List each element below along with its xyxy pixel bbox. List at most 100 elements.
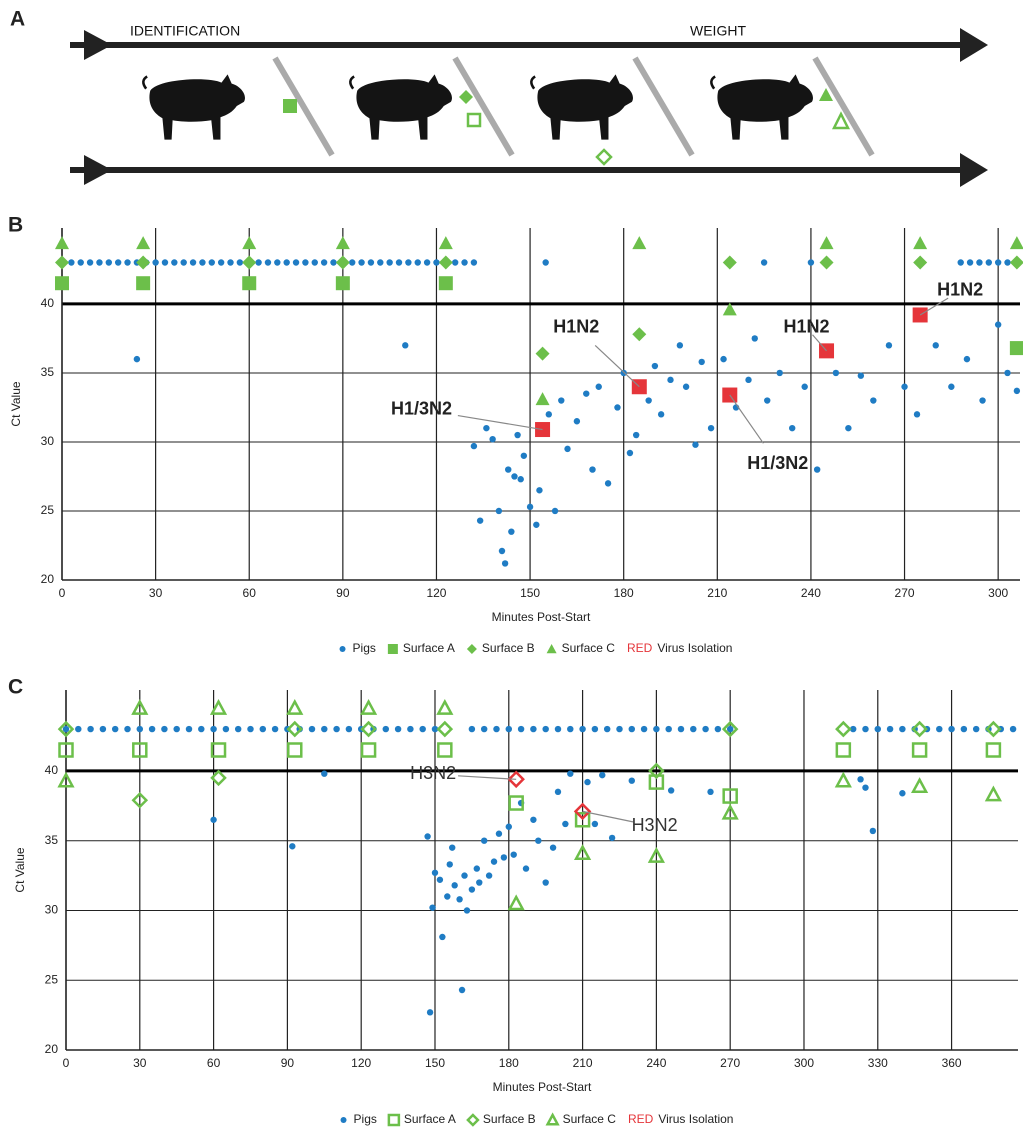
marker <box>723 256 737 270</box>
arrow-tail <box>84 30 112 60</box>
point <box>720 356 726 362</box>
marker <box>987 788 1000 800</box>
point <box>321 726 327 732</box>
panel-a: A IDENTIFICATION WEIGHT <box>10 8 988 187</box>
point <box>63 726 69 732</box>
point-label: H3N2 <box>410 763 456 783</box>
point <box>667 377 673 383</box>
point <box>199 259 205 265</box>
point <box>583 390 589 396</box>
point <box>321 259 327 265</box>
point <box>209 259 215 265</box>
point <box>309 726 315 732</box>
point <box>995 321 1001 327</box>
y-axis-title: Ct Value <box>9 381 23 426</box>
point <box>78 259 84 265</box>
x-tick-label: 210 <box>707 586 727 600</box>
point <box>875 726 881 732</box>
point <box>447 861 453 867</box>
point <box>505 466 511 472</box>
marker <box>467 644 477 654</box>
marker <box>439 236 453 249</box>
point <box>690 726 696 732</box>
point <box>419 726 425 732</box>
point <box>629 726 635 732</box>
point <box>471 259 477 265</box>
point-label: H1/3N2 <box>391 398 452 418</box>
point <box>87 259 93 265</box>
point-label: H1N2 <box>553 316 599 336</box>
point <box>223 726 229 732</box>
point <box>592 726 598 732</box>
x-tick-label: 30 <box>133 1056 147 1070</box>
point <box>432 870 438 876</box>
point <box>665 726 671 732</box>
point <box>227 259 233 265</box>
point <box>506 824 512 830</box>
marker <box>336 276 350 290</box>
point <box>857 776 863 782</box>
point <box>1004 259 1010 265</box>
point <box>567 771 573 777</box>
point <box>599 772 605 778</box>
point <box>439 934 445 940</box>
point <box>546 411 552 417</box>
x-tick-label: 0 <box>63 1056 70 1070</box>
marker <box>136 256 150 270</box>
y-tick-label: 40 <box>41 296 55 310</box>
point <box>358 259 364 265</box>
point <box>452 259 458 265</box>
point <box>115 259 121 265</box>
point <box>542 726 548 732</box>
surface-icon <box>459 90 473 104</box>
marker <box>362 702 375 714</box>
arrow-head <box>960 28 988 62</box>
point <box>668 787 674 793</box>
panel-label: B <box>8 214 23 237</box>
x-tick-label: 90 <box>336 586 350 600</box>
point <box>152 259 158 265</box>
point <box>171 259 177 265</box>
point <box>542 879 548 885</box>
point <box>914 411 920 417</box>
legend-label: Surface B <box>483 1112 536 1126</box>
marker <box>242 256 256 270</box>
point <box>967 259 973 265</box>
point <box>699 359 705 365</box>
point-label: H1N2 <box>784 317 830 337</box>
marker <box>439 256 453 270</box>
point <box>149 726 155 732</box>
point <box>979 397 985 403</box>
pig-icon <box>143 74 245 139</box>
marker <box>438 723 451 736</box>
point <box>464 907 470 913</box>
y-tick-label: 35 <box>41 365 55 379</box>
marker <box>242 276 256 290</box>
point <box>833 370 839 376</box>
marker <box>388 644 398 654</box>
point <box>502 560 508 566</box>
point <box>312 259 318 265</box>
point <box>424 259 430 265</box>
legend-key: RED <box>627 641 653 655</box>
point <box>235 726 241 732</box>
point <box>562 821 568 827</box>
marker <box>837 723 850 736</box>
point <box>627 450 633 456</box>
point <box>533 522 539 528</box>
point <box>162 259 168 265</box>
arrow-head <box>960 153 988 187</box>
point <box>652 363 658 369</box>
x-tick-label: 330 <box>868 1056 888 1070</box>
legend: PigsSurface ASurface BSurface CREDVirus … <box>340 641 733 655</box>
y-tick-label: 20 <box>45 1042 59 1056</box>
x-tick-label: 150 <box>425 1056 445 1070</box>
legend-label: Virus Isolation <box>657 641 732 655</box>
point <box>501 854 507 860</box>
point <box>427 1009 433 1015</box>
panel-label: C <box>8 676 23 699</box>
point <box>1014 388 1020 394</box>
point <box>552 508 558 514</box>
point <box>683 384 689 390</box>
y-tick-label: 40 <box>45 763 59 777</box>
